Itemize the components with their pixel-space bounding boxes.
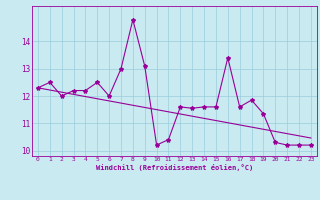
X-axis label: Windchill (Refroidissement éolien,°C): Windchill (Refroidissement éolien,°C) <box>96 164 253 171</box>
